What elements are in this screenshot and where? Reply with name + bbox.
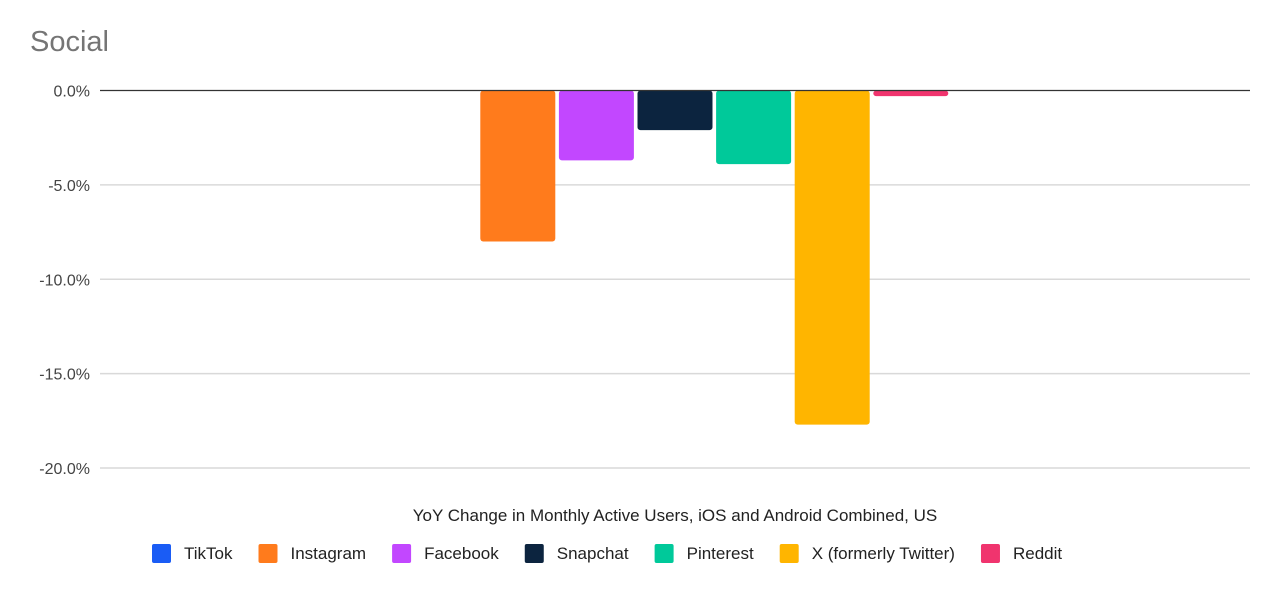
legend-label: X (formerly Twitter) bbox=[812, 544, 955, 563]
bar-pinterest bbox=[716, 90, 792, 165]
legend-label: Pinterest bbox=[687, 544, 754, 563]
bar-facebook bbox=[558, 90, 634, 161]
chart-title: Social bbox=[30, 26, 109, 58]
bar-x-formerly-twitter bbox=[794, 90, 870, 425]
legend-label: Instagram bbox=[291, 544, 367, 563]
legend-swatch bbox=[152, 544, 171, 563]
y-tick-label: 0.0% bbox=[54, 84, 90, 101]
y-tick-label: -5.0% bbox=[48, 178, 90, 195]
legend-item: Pinterest bbox=[654, 544, 754, 563]
legend-item: Reddit bbox=[980, 544, 1062, 563]
bar-instagram bbox=[480, 90, 556, 242]
legend-label: Reddit bbox=[1013, 544, 1062, 563]
bar-reddit bbox=[873, 90, 949, 97]
legend-swatch bbox=[779, 544, 799, 563]
x-axis-title: YoY Change in Monthly Active Users, iOS … bbox=[413, 506, 937, 525]
legend-item: Facebook bbox=[392, 544, 499, 563]
legend-item: TikTok bbox=[152, 544, 233, 563]
legend-swatch bbox=[524, 544, 544, 563]
y-tick-label: -20.0% bbox=[39, 461, 90, 478]
legend-label: Snapchat bbox=[557, 544, 629, 563]
legend-item: Instagram bbox=[258, 544, 367, 563]
legend-swatch bbox=[980, 544, 1000, 563]
bar-snapchat bbox=[637, 90, 713, 131]
legend-item: Snapchat bbox=[524, 544, 629, 563]
y-tick-label: -10.0% bbox=[39, 272, 90, 289]
y-tick-label: -15.0% bbox=[39, 367, 90, 384]
legend-item: X (formerly Twitter) bbox=[779, 544, 955, 563]
legend-swatch bbox=[392, 544, 412, 563]
legend-label: TikTok bbox=[184, 544, 233, 563]
legend-swatch bbox=[654, 544, 674, 563]
legend-label: Facebook bbox=[424, 544, 499, 563]
legend-swatch bbox=[258, 544, 278, 563]
